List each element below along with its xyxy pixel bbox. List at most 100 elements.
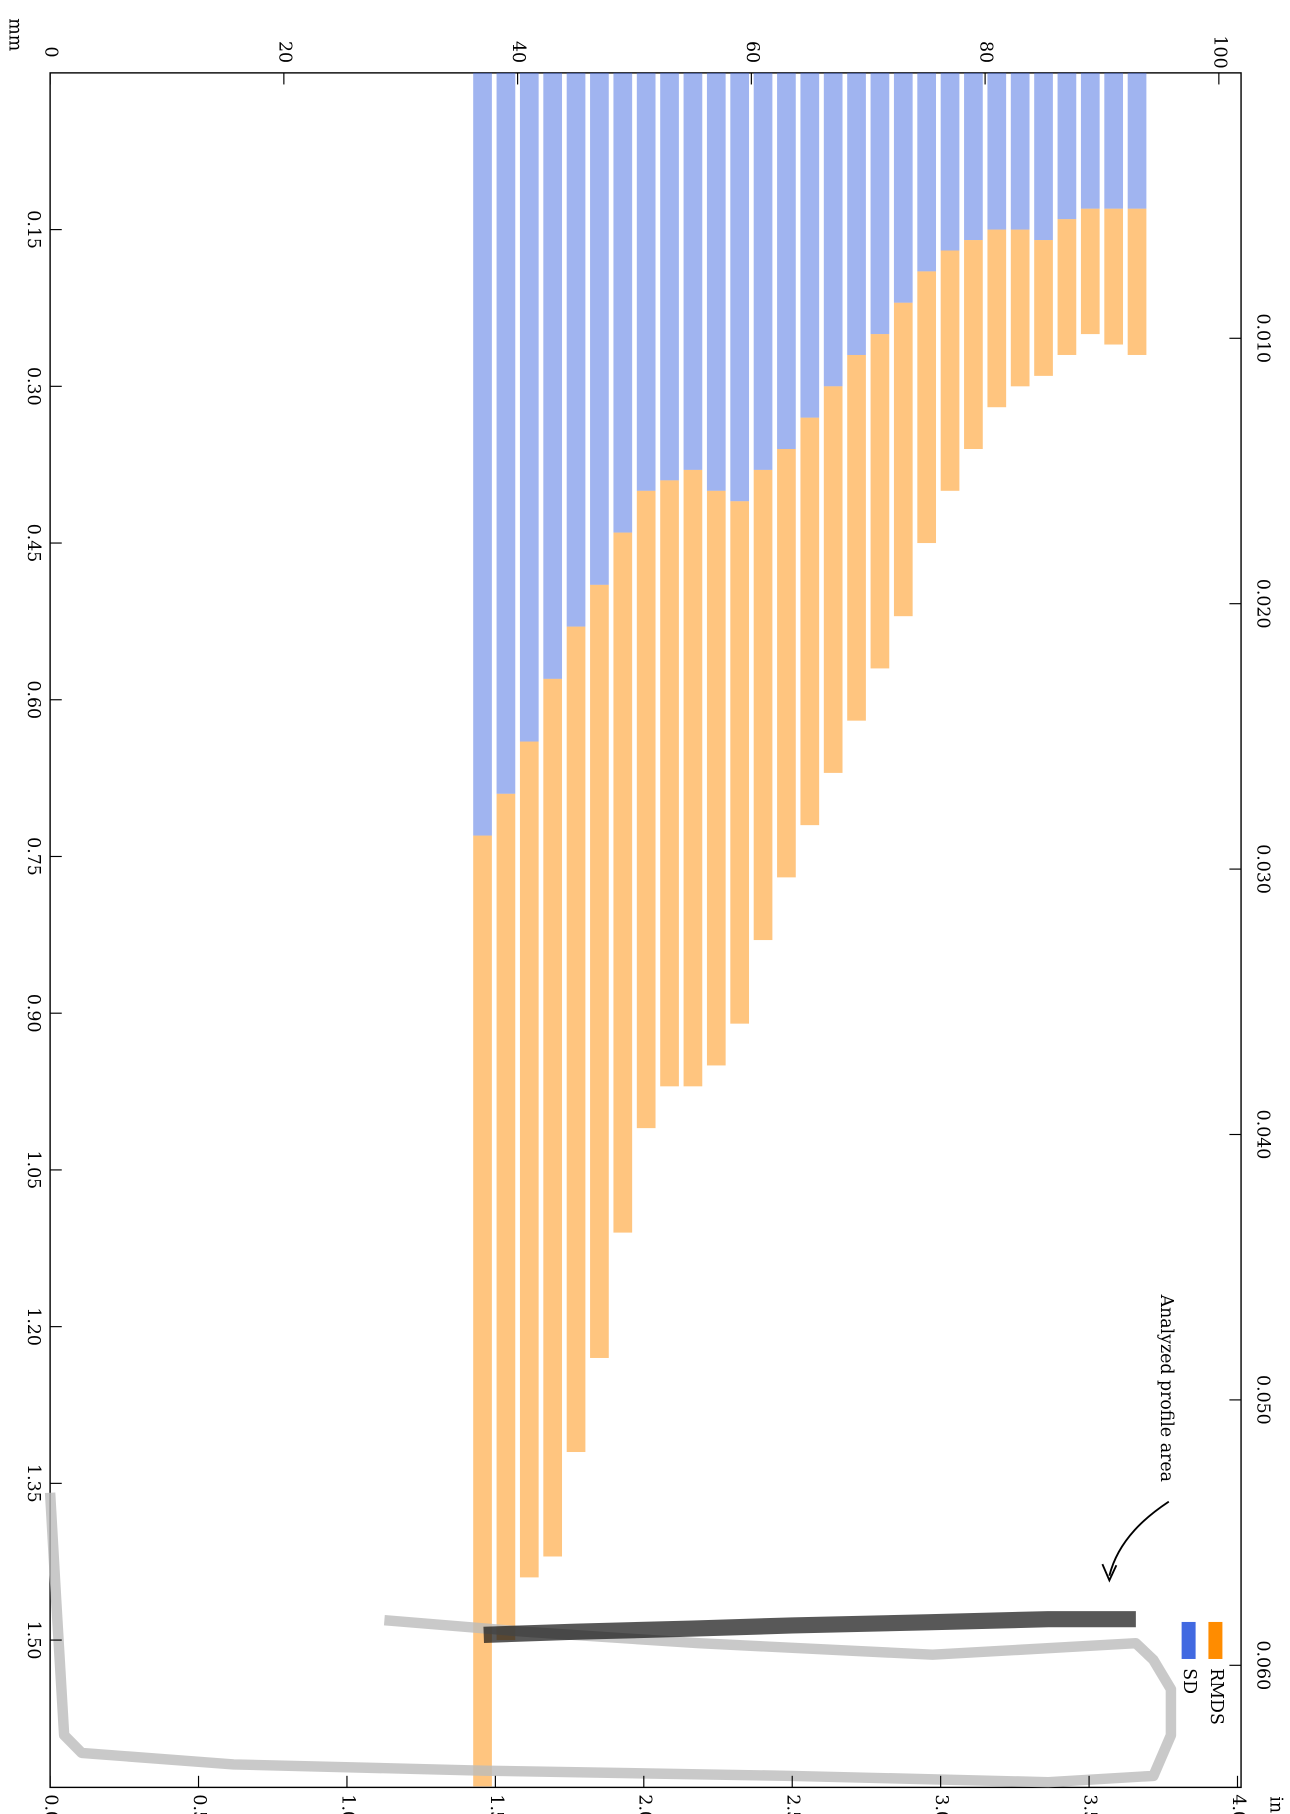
bar-segment [753, 72, 773, 470]
bar-segment [800, 72, 820, 418]
bar-segment [1127, 72, 1147, 209]
x-tick-label: 20 [274, 41, 294, 63]
bar-segment [870, 334, 890, 669]
legend-label: RMDS [1206, 1668, 1226, 1725]
bar-segment [706, 72, 726, 491]
bar-segment [800, 417, 820, 826]
x2-tick-label: 2.0 [634, 1794, 654, 1814]
x2-tick-label: 1.0 [337, 1794, 357, 1814]
x2-tick-label: 0.0 [41, 1794, 61, 1814]
analyzed-profile [483, 1611, 1136, 1643]
bar-segment [1080, 208, 1100, 335]
bar-segment [706, 490, 726, 1066]
x2-tick-label: 0.5 [189, 1794, 209, 1814]
legend-swatch [1181, 1621, 1196, 1659]
y-tick-label: 0.15 [23, 210, 43, 249]
y-tick-label: 0.75 [23, 837, 43, 876]
y2-tick-label: 0.050 [1252, 1375, 1272, 1425]
x2-tick-label: 1.5 [486, 1794, 506, 1814]
x2-tick-label: 4.0 [1228, 1794, 1248, 1814]
x-tick-label: 0 [41, 47, 61, 58]
annotation-arrow [1108, 1500, 1170, 1576]
bar-segment [847, 354, 866, 721]
bar-segment [660, 480, 679, 1087]
bar-segment [473, 72, 492, 836]
bar-segment [917, 271, 937, 544]
bar-segment [940, 72, 960, 251]
bar-segment [753, 469, 773, 941]
y-tick-label: 0.90 [23, 994, 43, 1033]
bar-segment [1034, 72, 1053, 241]
x2-tick-label: 2.5 [783, 1794, 803, 1814]
bar-segment [1104, 208, 1124, 345]
y-tick-label: 0.30 [23, 367, 43, 406]
y-tick-label: 1.20 [23, 1307, 43, 1346]
y-tick-label: 1.05 [23, 1151, 43, 1190]
bar-segment [964, 240, 983, 450]
bar-segment [636, 72, 656, 491]
y-tick-label: 0.60 [23, 680, 43, 719]
bar-segment [519, 741, 539, 1578]
annotation: Analyzed profile area [1156, 1294, 1176, 1482]
bar-segment [1057, 72, 1077, 220]
bar-segment [870, 72, 890, 335]
x-tick-label: 60 [742, 41, 762, 63]
bar-segment [893, 302, 913, 617]
bar-segment [1010, 72, 1030, 230]
bar-segment [473, 835, 492, 1787]
bar-segment [1104, 72, 1124, 209]
bar-segment [987, 229, 1007, 408]
bar-segment [636, 490, 656, 1129]
bar-segment [519, 72, 539, 742]
bar-segment [496, 793, 516, 1641]
bar-segment [823, 386, 843, 773]
bar-segment [777, 449, 796, 878]
y2-tick-label: 0.020 [1252, 579, 1272, 629]
bar-segment [893, 72, 913, 303]
bar-segment [847, 72, 866, 355]
bar-segment [1034, 240, 1053, 376]
legend-label: SD [1179, 1668, 1199, 1694]
bar-segment [1010, 229, 1030, 387]
bar-segment [1080, 72, 1100, 209]
bar-segment [964, 72, 983, 241]
bar-segment [823, 72, 843, 387]
bar-segment [683, 72, 703, 470]
y-tick-label: 0.45 [23, 524, 43, 563]
bar-segment [1057, 219, 1077, 355]
bar-segment [590, 584, 609, 1358]
y-tick-label: 1.50 [23, 1621, 43, 1660]
y-tick-label: 1.35 [23, 1464, 43, 1503]
bar-segment [940, 250, 960, 491]
legend-swatch [1208, 1621, 1223, 1659]
bar-segment [613, 72, 633, 533]
bar-segment [590, 72, 609, 585]
bar-segment [566, 626, 586, 1453]
bar-segment [566, 72, 586, 627]
y2-tick-label: 0.010 [1252, 313, 1272, 363]
bar-segment [613, 532, 633, 1233]
x-tick-label: 40 [508, 41, 528, 63]
x-tick-label: 100 [1209, 36, 1229, 69]
bar-segment [660, 72, 679, 481]
x-tick-label: 80 [976, 41, 996, 63]
bar-segment [730, 72, 750, 502]
profile-line [44, 1492, 1177, 1788]
x2-tick-label: 3.5 [1080, 1794, 1100, 1814]
bar-segment [777, 72, 796, 450]
bar-segment [543, 678, 563, 1557]
y2-tick-label: 0.030 [1252, 844, 1272, 894]
x2-tick-label: 3.0 [931, 1794, 951, 1814]
x2-axis-label: in [1265, 1796, 1285, 1813]
bar-segment [917, 72, 937, 272]
y2-tick-label: 0.040 [1252, 1110, 1272, 1160]
x-axis-label: mm [4, 18, 24, 51]
bar-segment [1127, 208, 1147, 355]
bar-segment [683, 469, 703, 1087]
bar-segment [543, 72, 563, 679]
bar-segment [987, 72, 1007, 230]
annotation-arrowhead [1101, 1563, 1118, 1583]
bar-segment [730, 501, 750, 1024]
